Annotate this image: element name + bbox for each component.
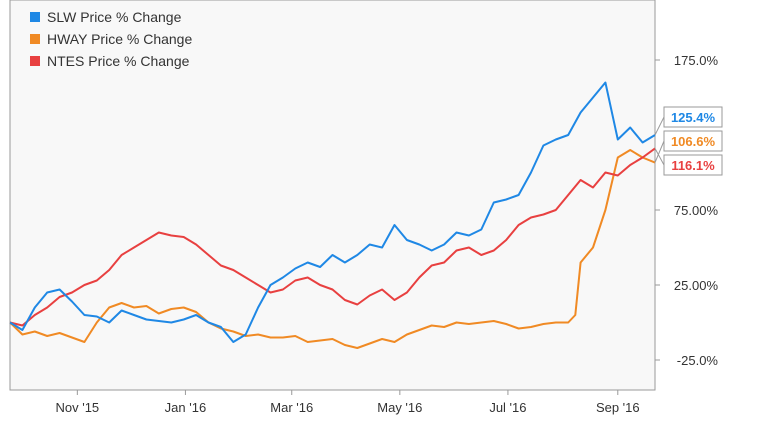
end-label-box-ntes [663, 154, 723, 176]
legend-swatch-ntes [30, 56, 40, 66]
series-line-slw [9, 81, 656, 343]
end-label-box-slw [663, 106, 723, 128]
x-tick-label: Mar '16 [270, 400, 313, 415]
y-axis: 175.0% 75.00% 25.00% -25.0% [655, 53, 718, 368]
y-tick-label: 75.00% [674, 203, 719, 218]
x-tick-label: Jan '16 [165, 400, 207, 415]
plot-area-background [9, 0, 656, 391]
legend: SLW Price % Change HWAY Price % Change NTE… [30, 9, 192, 69]
y-tick-label: -25.0% [677, 353, 719, 368]
end-label-connector-hway [654, 140, 665, 163]
end-label-connector-ntes [654, 148, 665, 166]
series-line-hway [9, 149, 656, 349]
x-tick-label: Sep '16 [596, 400, 640, 415]
legend-label-slw: SLW Price % Change [47, 9, 182, 25]
legend-label-ntes: NTES Price % Change [47, 53, 190, 69]
x-tick-label: May '16 [377, 400, 422, 415]
x-tick-label: Jul '16 [489, 400, 526, 415]
end-label-connector-slw [654, 116, 665, 136]
series-line-ntes [9, 147, 656, 327]
y-tick-label: 175.0% [674, 53, 719, 68]
end-label-hway: 106.6% [671, 134, 716, 149]
end-label-ntes: 116.1% [671, 158, 715, 173]
x-axis: Nov '15 Jan '16 Mar '16 May '16 Jul '16 Sep '… [55, 390, 640, 415]
series-layer [9, 81, 656, 349]
end-label-box-hway [663, 130, 723, 152]
end-labels: 125.4% 106.6% 116.1% [654, 106, 723, 176]
legend-swatch-hway [30, 34, 40, 44]
legend-swatch-slw [30, 12, 40, 22]
x-tick-label: Nov '15 [55, 400, 99, 415]
y-tick-label: 25.00% [674, 278, 719, 293]
end-label-slw: 125.4% [671, 110, 716, 125]
legend-label-hway: HWAY Price % Change [47, 31, 192, 47]
